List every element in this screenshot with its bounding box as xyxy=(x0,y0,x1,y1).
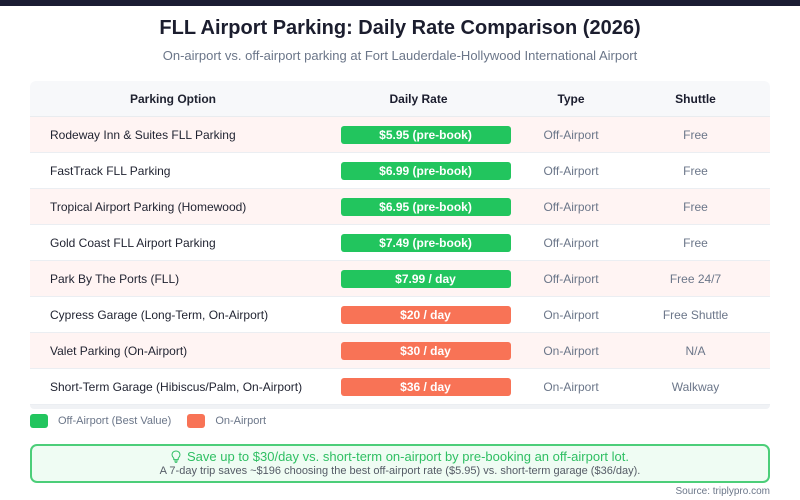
table-header: Parking Option Daily Rate Type Shuttle xyxy=(30,81,770,117)
daily-rate-cell: $6.95 (pre-book) xyxy=(316,197,521,216)
tip-main-text: Save up to $30/day vs. short-term on-air… xyxy=(187,449,629,464)
column-header-daily-rate: Daily Rate xyxy=(389,91,448,106)
shuttle-info: Free xyxy=(683,127,708,142)
table-row: Park By The Ports (FLL) $7.99 / day Off-Ai… xyxy=(30,261,770,297)
table-row: Cypress Garage (Long-Term, On-Airport) $2… xyxy=(30,297,770,333)
source-credit: Source: triplypro.com xyxy=(675,486,770,497)
parking-type: Off-Airport xyxy=(543,271,599,286)
daily-rate-badge: $6.95 (pre-book) xyxy=(340,197,511,216)
shuttle-info: Free xyxy=(683,235,708,250)
parking-type: On-Airport xyxy=(543,379,599,394)
lightbulb-icon xyxy=(171,450,181,463)
shuttle-info: N/A xyxy=(685,343,706,358)
table-row: Rodeway Inn & Suites FLL Parking $5.95 (p… xyxy=(30,117,770,153)
legend-label-off-airport: Off-Airport (Best Value) xyxy=(58,415,172,427)
legend: Off-Airport (Best Value) On-Airport xyxy=(30,414,282,428)
daily-rate-cell: $5.95 (pre-book) xyxy=(316,125,521,144)
legend-item-off-airport: Off-Airport (Best Value) xyxy=(30,414,171,428)
parking-type: Off-Airport xyxy=(543,163,599,178)
table-row: Valet Parking (On-Airport) $30 / day On-Ai… xyxy=(30,333,770,369)
daily-rate-cell: $7.49 (pre-book) xyxy=(316,233,521,252)
legend-swatch-off-airport xyxy=(30,414,48,428)
top-bar xyxy=(0,0,800,6)
column-header-type: Type xyxy=(557,91,585,106)
table-row: Short-Term Garage (Hibiscus/Palm, On-Air… xyxy=(30,369,770,405)
shuttle-info: Free xyxy=(683,163,708,178)
daily-rate-badge: $5.95 (pre-book) xyxy=(340,125,511,144)
column-header-shuttle: Shuttle xyxy=(675,91,716,106)
parking-option-name: FastTrack FLL Parking xyxy=(50,163,171,178)
daily-rate-badge: $20 / day xyxy=(340,305,511,324)
parking-option-name: Gold Coast FLL Airport Parking xyxy=(50,235,216,250)
page-subtitle: On-airport vs. off-airport parking at Fo… xyxy=(162,48,638,63)
parking-type: On-Airport xyxy=(543,343,599,358)
legend-label-on-airport: On-Airport xyxy=(215,415,267,427)
daily-rate-badge: $30 / day xyxy=(340,341,511,360)
parking-type: Off-Airport xyxy=(543,199,599,214)
table-row: FastTrack FLL Parking $6.99 (pre-book) Off… xyxy=(30,153,770,189)
table-row: Tropical Airport Parking (Homewood) $6.95… xyxy=(30,189,770,225)
table-row: Gold Coast FLL Airport Parking $7.49 (pre… xyxy=(30,225,770,261)
parking-option-name: Rodeway Inn & Suites FLL Parking xyxy=(50,127,236,142)
daily-rate-cell: $7.99 / day xyxy=(316,269,521,288)
shuttle-info: Free 24/7 xyxy=(669,271,722,286)
parking-type: Off-Airport xyxy=(543,127,599,142)
page-title: FLL Airport Parking: Daily Rate Comparis… xyxy=(159,17,641,39)
tip-sub-text: A 7-day trip saves ~$196 choosing the be… xyxy=(159,465,641,477)
parking-type: On-Airport xyxy=(543,307,599,322)
parking-comparison-table: Parking Option Daily Rate Type Shuttle R… xyxy=(30,81,770,409)
column-header-parking-option: Parking Option xyxy=(129,91,216,106)
shuttle-info: Free Shuttle xyxy=(662,307,729,322)
daily-rate-cell: $36 / day xyxy=(316,377,521,396)
tip-main-line: Save up to $30/day vs. short-term on-air… xyxy=(32,449,768,464)
parking-option-name: Cypress Garage (Long-Term, On-Airport) xyxy=(50,307,269,322)
daily-rate-cell: $30 / day xyxy=(316,341,521,360)
parking-option-name: Valet Parking (On-Airport) xyxy=(50,343,188,358)
parking-type: Off-Airport xyxy=(543,235,599,250)
daily-rate-cell: $20 / day xyxy=(316,305,521,324)
legend-item-on-airport: On-Airport xyxy=(187,414,266,428)
parking-option-name: Park By The Ports (FLL) xyxy=(50,271,180,286)
table-footer-divider xyxy=(30,405,770,409)
daily-rate-badge: $7.49 (pre-book) xyxy=(340,233,511,252)
shuttle-info: Walkway xyxy=(671,379,720,394)
daily-rate-badge: $6.99 (pre-book) xyxy=(340,161,511,180)
legend-swatch-on-airport xyxy=(187,414,206,428)
parking-option-name: Tropical Airport Parking (Homewood) xyxy=(50,199,247,214)
daily-rate-cell: $6.99 (pre-book) xyxy=(316,161,521,180)
daily-rate-badge: $36 / day xyxy=(340,377,511,396)
shuttle-info: Free xyxy=(683,199,708,214)
parking-option-name: Short-Term Garage (Hibiscus/Palm, On-Air… xyxy=(50,379,303,394)
savings-tip-box: Save up to $30/day vs. short-term on-air… xyxy=(30,444,770,483)
daily-rate-badge: $7.99 / day xyxy=(340,269,511,288)
